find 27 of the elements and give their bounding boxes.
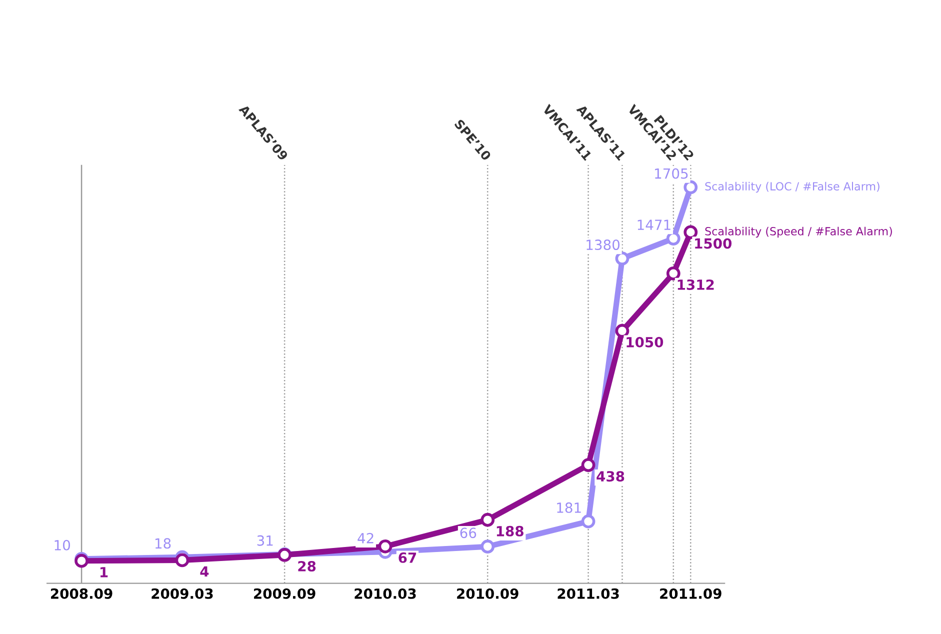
x-tick-label: 2010.09	[457, 588, 518, 599]
data-label: 42	[358, 532, 374, 544]
series-label: Scalability (Speed / #False Alarm)	[705, 226, 892, 238]
x-tick-label: 2009.03	[152, 588, 213, 599]
data-label: 188	[496, 526, 524, 536]
x-tick-label: 2009.09	[254, 588, 316, 599]
x-tick-label: 2011.09	[660, 588, 722, 599]
data-label: 181	[557, 502, 581, 513]
data-label: 1705	[655, 168, 688, 179]
data-label: 438	[596, 471, 624, 482]
data-label: 1050	[626, 336, 664, 348]
data-label: 1471	[638, 220, 670, 230]
data-label: 66	[460, 528, 476, 538]
data-label: 1312	[678, 279, 714, 290]
data-label: 10	[54, 540, 70, 550]
x-tick-label: 2008.09	[51, 588, 112, 599]
data-label: 18	[155, 538, 171, 549]
data-label: 1380	[586, 240, 620, 250]
data-label: 28	[298, 560, 316, 572]
data-label: 1500	[695, 238, 732, 249]
x-tick-label: 2010.03	[354, 588, 416, 599]
data-label: 67	[398, 552, 416, 563]
data-label: 4	[200, 566, 209, 577]
data-label: 31	[257, 535, 273, 546]
data-label: 1	[100, 567, 108, 578]
x-tick-label: 2011.03	[558, 588, 619, 599]
series-label: Scalability (LOC / #False Alarm)	[705, 182, 880, 193]
